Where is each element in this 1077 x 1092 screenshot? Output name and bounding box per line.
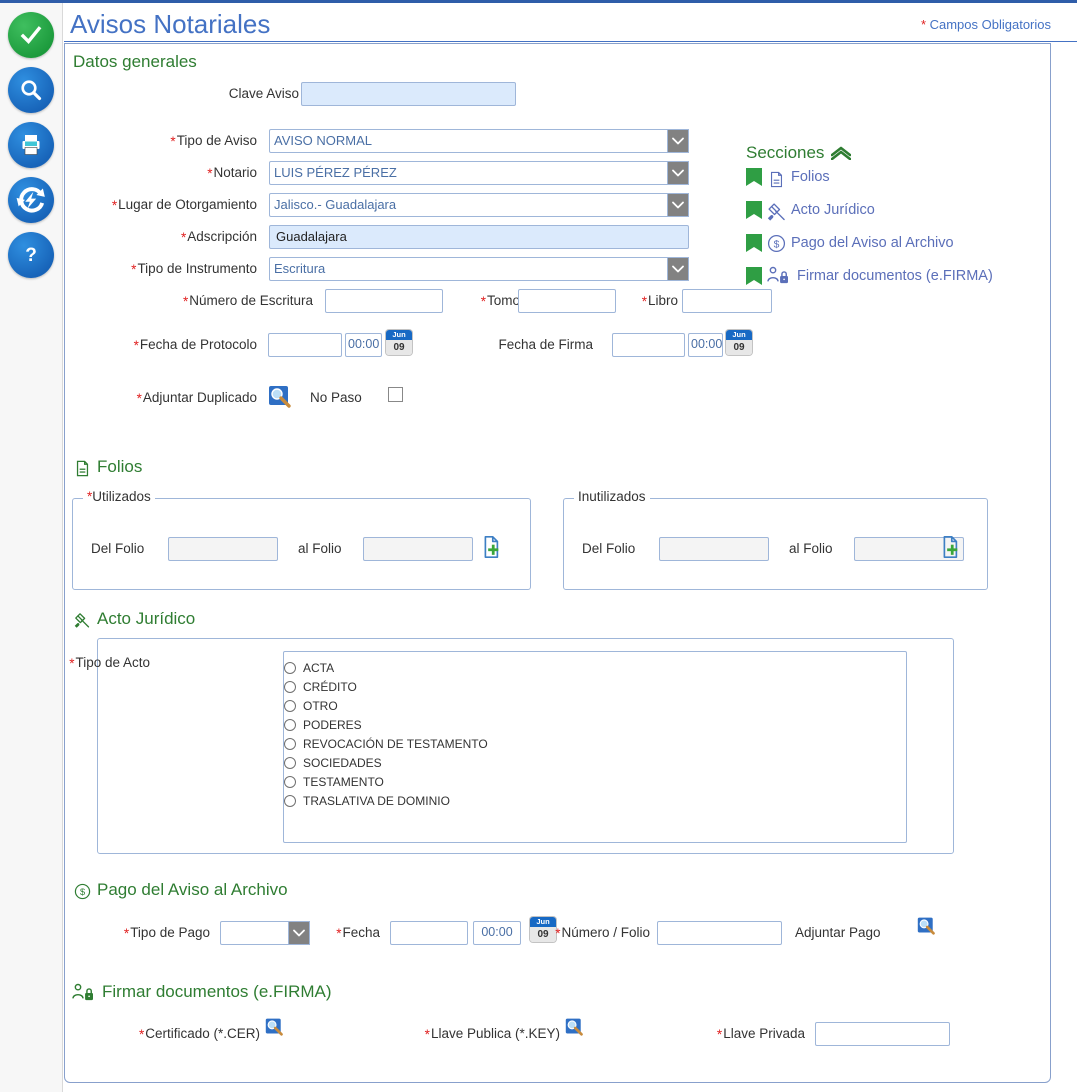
svg-text:$: $ xyxy=(774,239,780,250)
svg-text:$: $ xyxy=(80,887,85,897)
svg-text:?: ? xyxy=(25,245,37,266)
